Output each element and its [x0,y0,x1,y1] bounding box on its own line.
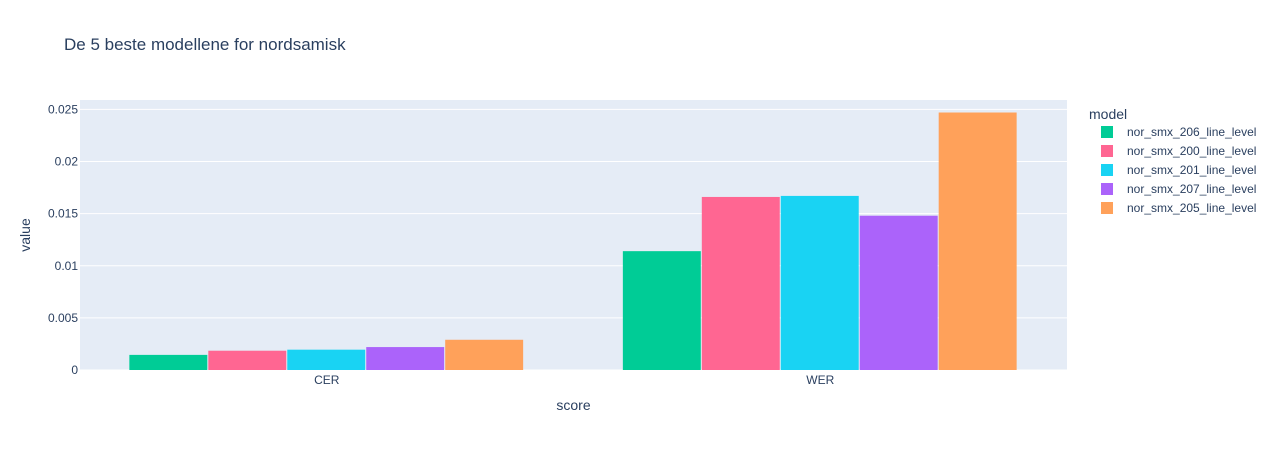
y-tick-label: 0.01 [55,259,79,273]
legend-item-label[interactable]: nor_smx_206_line_level [1127,125,1256,139]
bars [129,112,1017,371]
bar[interactable] [445,339,524,370]
y-axis-label: value [17,218,33,252]
legend-swatch[interactable] [1101,145,1113,157]
y-tick-label: 0.025 [48,102,78,116]
bar[interactable] [622,251,701,370]
legend-swatch[interactable] [1101,202,1113,214]
x-tick-label: CER [314,373,340,387]
legend-item-label[interactable]: nor_smx_205_line_level [1127,201,1256,215]
legend-swatch[interactable] [1101,126,1113,138]
x-axis-label: score [556,397,590,413]
y-tick-label: 0 [71,363,78,377]
bar[interactable] [208,350,287,370]
legend-swatch[interactable] [1101,164,1113,176]
legend-item-label[interactable]: nor_smx_200_line_level [1127,144,1256,158]
legend-item-label[interactable]: nor_smx_201_line_level [1127,163,1256,177]
x-tick-label: WER [806,373,834,387]
bar[interactable] [780,195,859,370]
bar[interactable] [366,347,445,370]
legend-item-label[interactable]: nor_smx_207_line_level [1127,182,1256,196]
chart-title: De 5 beste modellene for nordsamisk [64,35,346,54]
y-tick-label: 0.015 [48,207,78,221]
bar[interactable] [287,349,366,370]
bar[interactable] [701,196,780,370]
bar[interactable] [938,112,1017,371]
y-tick-label: 0.02 [55,155,79,169]
bar[interactable] [129,354,208,370]
x-axis-ticks: CER WER [314,373,835,387]
legend-swatch[interactable] [1101,183,1113,195]
y-axis-ticks: 0 0.005 0.01 0.015 0.02 0.025 [48,102,78,377]
y-tick-label: 0.005 [48,311,78,325]
bar[interactable] [859,215,938,370]
legend-title: model [1089,106,1127,122]
legend: model nor_smx_206_line_level nor_smx_200_… [1089,106,1256,215]
